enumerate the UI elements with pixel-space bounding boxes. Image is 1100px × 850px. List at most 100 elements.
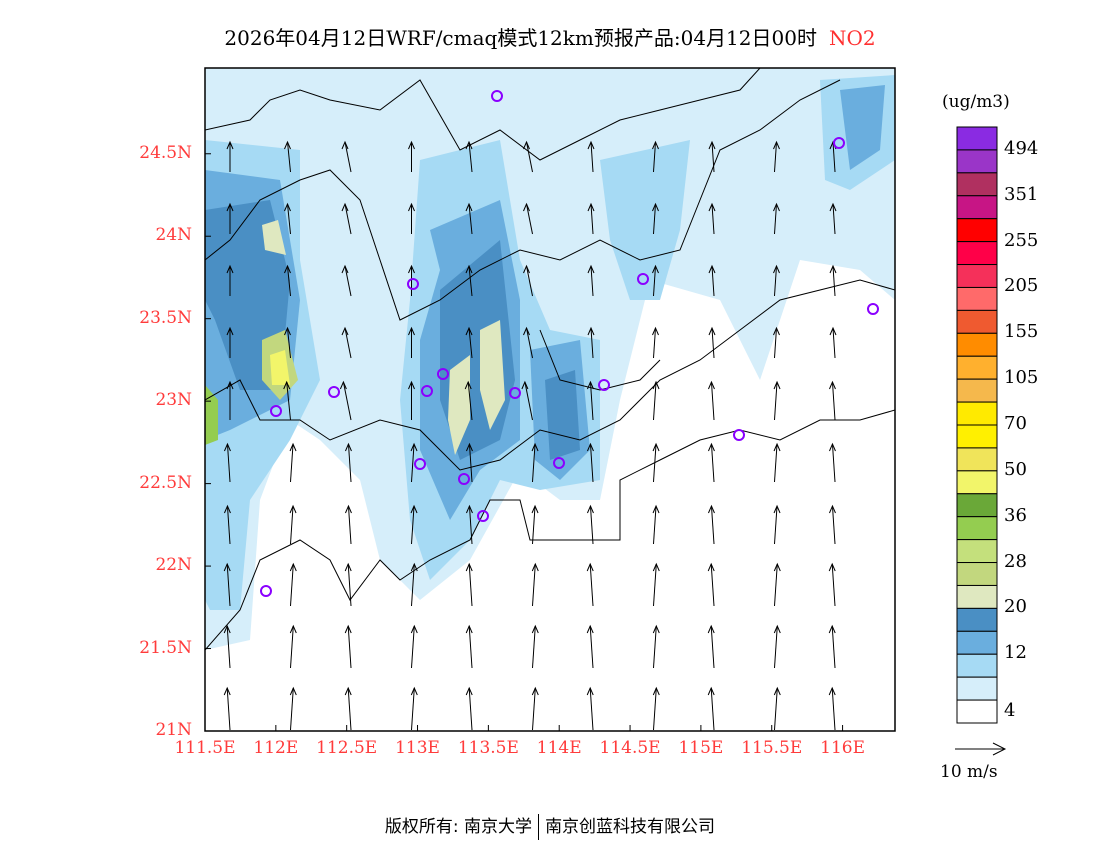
- wind-arrowhead: [341, 264, 349, 274]
- wind-arrowhead: [773, 442, 781, 452]
- wind-arrowhead: [465, 264, 473, 274]
- colorbar-label: 36: [1004, 504, 1027, 526]
- wind-arrow: [589, 505, 594, 545]
- wind-arrowhead: [773, 380, 781, 390]
- wind-arrow: [411, 625, 415, 669]
- colorbar-swatch: [956, 516, 998, 541]
- wind-arrowhead: [523, 202, 530, 212]
- wind-arrowhead: [408, 140, 415, 150]
- wind-arrowhead: [829, 380, 836, 390]
- colorbar-swatch: [956, 653, 998, 678]
- wind-arrowhead: [344, 686, 352, 696]
- wind-arrow: [774, 687, 778, 731]
- colorbar-label: 205: [1004, 275, 1039, 297]
- lon-label: 114.5E: [599, 738, 661, 758]
- wind-arrowhead: [708, 504, 715, 514]
- wind-arrow: [589, 381, 594, 421]
- colorbar-swatch: [956, 378, 998, 403]
- colorbar-label: 155: [1004, 321, 1039, 343]
- wind-arrow: [347, 687, 352, 731]
- station-marker: [437, 368, 449, 380]
- colorbar-label: 105: [1004, 367, 1039, 389]
- wind-arrow: [774, 381, 778, 421]
- wind-arrow: [831, 443, 836, 483]
- station-marker: [867, 303, 879, 315]
- contour-36a: [480, 320, 505, 430]
- colorbar-swatch: [956, 332, 998, 357]
- wind-arrow: [468, 203, 473, 235]
- monitoring-stations: [260, 90, 879, 597]
- wind-arrow: [526, 141, 533, 173]
- wind-arrowhead: [341, 140, 349, 150]
- wind-arrowhead: [410, 624, 418, 634]
- wind-arrow: [226, 687, 231, 731]
- wind-arrow: [287, 265, 291, 297]
- wind-arrowhead: [289, 562, 297, 572]
- lon-label: 113E: [395, 738, 440, 758]
- lat-label: 23.5N: [139, 307, 192, 328]
- wind-arrowhead: [829, 264, 837, 274]
- lon-label: 115.5E: [741, 738, 803, 758]
- colorbar: [956, 126, 998, 724]
- wind-arrow: [774, 443, 778, 483]
- wind-arrowhead: [707, 686, 715, 696]
- wind-arrowhead: [226, 202, 234, 212]
- lon-label: 113.5E: [457, 738, 519, 758]
- wind-arrow: [653, 563, 657, 607]
- wind-arrowhead: [587, 504, 594, 514]
- colorbar-swatch: [956, 126, 998, 151]
- wind-arrowhead: [708, 380, 715, 390]
- wind-arrowhead: [465, 562, 473, 572]
- wind-arrowhead: [586, 686, 594, 696]
- contour-36b: [448, 355, 470, 455]
- wind-arrow: [710, 563, 715, 607]
- wind-arrow: [287, 203, 291, 235]
- contour-20d: [840, 85, 885, 170]
- wind-arrowhead: [652, 686, 660, 696]
- station-marker: [270, 405, 282, 417]
- wind-arrowhead: [289, 504, 297, 514]
- wind-arrowhead: [652, 140, 659, 150]
- wind-arrow: [590, 265, 594, 297]
- wind-arrow: [831, 381, 836, 421]
- colorbar-swatch: [956, 218, 998, 243]
- wind-arrowhead: [223, 562, 231, 572]
- wind-arrowhead: [523, 326, 530, 336]
- station-marker: [637, 273, 649, 285]
- lon-label: 115E: [678, 738, 724, 758]
- colorbar-swatch: [956, 195, 998, 220]
- station-marker: [491, 90, 503, 102]
- wind-arrowhead: [829, 504, 836, 514]
- wind-arrow: [347, 625, 352, 669]
- wind-arrowhead: [587, 264, 595, 274]
- wind-arrowhead: [339, 380, 347, 390]
- wind-arrowhead: [652, 624, 660, 634]
- wind-arrowhead: [344, 624, 352, 634]
- lon-label: 112.5E: [316, 738, 378, 758]
- wind-arrowhead: [587, 326, 595, 336]
- lon-label: 112E: [253, 738, 299, 758]
- wind-arrow: [711, 327, 715, 359]
- wind-arrowhead: [652, 562, 660, 572]
- lat-label: 21N: [155, 720, 192, 740]
- colorbar-swatch: [956, 401, 998, 426]
- wind-arrowhead: [523, 264, 530, 274]
- wind-arrow: [653, 265, 656, 297]
- wind-arrow: [589, 625, 594, 669]
- wind-arrowhead: [531, 624, 539, 634]
- wind-arrow: [468, 505, 473, 545]
- wind-arrowhead: [345, 504, 352, 514]
- wind-arrowhead: [708, 326, 716, 336]
- wind-arrow: [653, 203, 656, 235]
- wind-arrowhead: [464, 380, 472, 390]
- wind-arrow: [344, 327, 352, 359]
- wind-arrowhead: [828, 686, 836, 696]
- colorbar-label: 255: [1004, 229, 1039, 251]
- wind-arrowhead: [223, 624, 231, 634]
- wind-arrow: [831, 563, 836, 607]
- axis-ticks: [204, 153, 844, 732]
- wind-arrowhead: [284, 326, 291, 336]
- colorbar-swatch: [956, 424, 998, 449]
- wind-arrow: [468, 265, 473, 297]
- colorbar-swatch: [956, 264, 998, 288]
